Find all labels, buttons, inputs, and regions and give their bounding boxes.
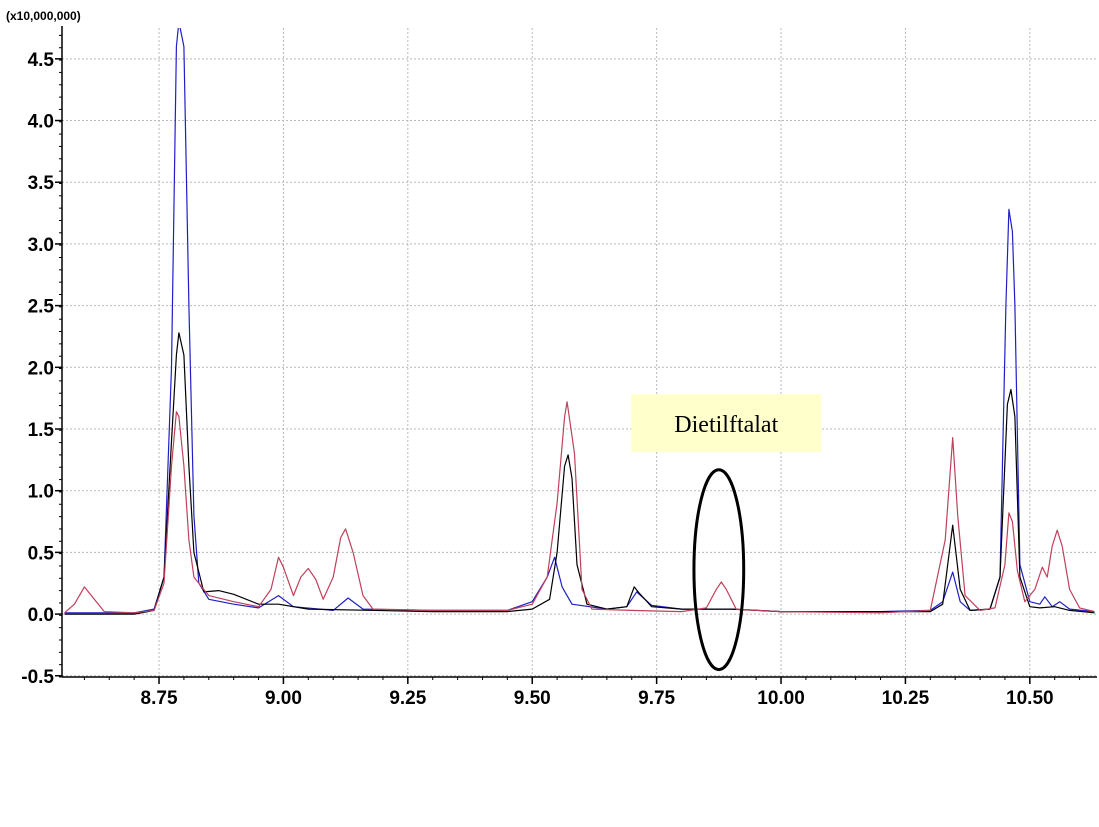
y-tick-label: 3.0 — [28, 235, 54, 256]
y-tick-label: 1.5 — [28, 420, 55, 441]
annotation-group: Dietilftalat — [631, 394, 822, 672]
y-tick-label: 1.0 — [28, 482, 54, 503]
x-tick-label: 8.75 — [141, 688, 178, 709]
y-tick-label: 4.5 — [28, 50, 55, 71]
y-tick-label: 3.5 — [28, 173, 55, 194]
series-line-2 — [64, 332, 1095, 615]
y-tick-label: 0.0 — [28, 605, 54, 626]
y-tick-label: 0.5 — [28, 543, 55, 564]
highlight-ellipse — [692, 468, 746, 672]
x-tick-label: 10.50 — [1006, 688, 1054, 709]
x-tick-label: 10.00 — [757, 688, 805, 709]
x-tick-label: 9.50 — [514, 688, 551, 709]
x-tick-label: 9.25 — [389, 688, 426, 709]
x-tick-label: 9.00 — [265, 688, 302, 709]
y-tick-label: 4.0 — [28, 112, 54, 133]
x-tick-label: 10.25 — [882, 688, 930, 709]
y-tick-label: -0.5 — [21, 667, 54, 688]
y-tick-label: 2.5 — [28, 297, 55, 318]
series-line-3 — [64, 401, 1095, 614]
grid — [62, 28, 1097, 677]
axes: -0.5 0.0 0.5 1.0 1.5 2.0 2.5 3.0 3.5 4.0 4.5 8.75 9.… — [21, 26, 1097, 709]
annotation-label: Dietilftalat — [674, 412, 778, 438]
series-group — [64, 28, 1095, 615]
x-tick-label: 9.75 — [638, 688, 675, 709]
annotation-highlight — [631, 394, 822, 453]
y-tick-label: 2.0 — [28, 358, 54, 379]
y-multiplier-label: (x10,000,000) — [6, 9, 81, 23]
